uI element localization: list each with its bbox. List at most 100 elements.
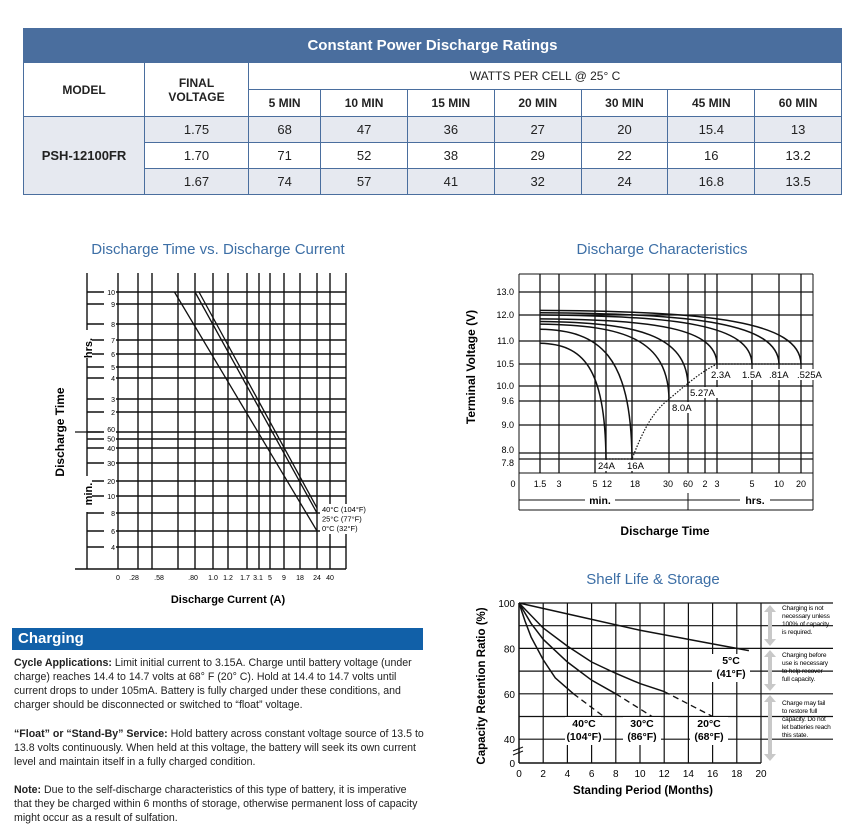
y-tick-label: 7 [111, 338, 115, 345]
discharge-curve [539, 311, 780, 365]
x-tick-label: 40 [326, 575, 334, 582]
x-tick-label: 1.2 [223, 575, 233, 582]
y-unit-hrs: hrs. [83, 338, 95, 358]
x-tick-label: 10 [634, 769, 646, 780]
table-cell: 20 [580, 116, 669, 143]
tick-bg [104, 374, 116, 383]
label-bg [712, 654, 750, 682]
table-cell: 29 [493, 142, 582, 169]
tick-bg [104, 320, 116, 329]
col-duration: 15 MIN [407, 89, 495, 117]
curve-label: 1.5A [742, 370, 762, 381]
table-cell: 13.2 [754, 142, 842, 169]
label-bg [768, 369, 793, 380]
retention-curve-dashed [615, 693, 653, 718]
discharge-curve [539, 314, 753, 365]
y-tick-label: 8.0 [501, 445, 514, 455]
x-axis-label: Discharge Current (A) [171, 594, 286, 606]
table-cell: 13 [754, 116, 842, 143]
curve-label: 5.27A [690, 388, 715, 399]
y-tick-label: 20 [107, 479, 115, 486]
table-cell: 74 [247, 168, 322, 195]
x-tick-label: .58 [154, 575, 164, 582]
y-tick-label: 9 [111, 302, 115, 309]
retention-curve [518, 602, 574, 695]
y-tick-label: 6 [111, 529, 115, 536]
float-service-text: “Float” or “Stand-By” Service: Hold batt… [14, 728, 424, 768]
x-tick-label: .28 [129, 575, 139, 582]
x-axis-label: Discharge Time [620, 524, 709, 538]
chart1-title: Discharge Time vs. Discharge Current [91, 241, 345, 258]
label-bg [796, 369, 827, 380]
x-tick-label: 1.7 [240, 575, 250, 582]
x-tick-label: 5 [592, 479, 597, 489]
table-cell: 1.75 [144, 116, 249, 143]
col-model: MODEL [23, 62, 145, 117]
col-duration: 60 MIN [754, 89, 842, 117]
constant-power-discharge-table: Constant Power Discharge Ratings MODEL F… [23, 28, 842, 195]
y-tick-label: 10 [107, 290, 115, 297]
tick-bg [104, 527, 116, 536]
y-tick-label: 4 [111, 545, 115, 552]
x-tick-label: 30 [663, 479, 673, 489]
y-tick-label: 8 [111, 322, 115, 329]
tick-bg [104, 288, 116, 297]
table-cell: 47 [320, 116, 408, 143]
col-duration: 10 MIN [320, 89, 408, 117]
table-cell: 52 [320, 142, 408, 169]
axis-gap [82, 330, 92, 358]
x-tick-label: 10 [774, 479, 784, 489]
double-arrow-icon [764, 695, 776, 761]
tick-bg [104, 434, 116, 444]
tick-bg [104, 300, 116, 309]
y-tick-label: 100 [498, 599, 515, 610]
label-bg [741, 369, 766, 380]
x-tick-label: .80 [188, 575, 198, 582]
shelf-life-chart: 0 2 4 6 8 10 12 14 16 18 20 100 80 60 40 0 Standing Peri… [476, 599, 833, 797]
y-tick-label: 9.6 [501, 396, 514, 406]
discharge-curve [539, 323, 670, 400]
discharge-time-vs-current-chart: hrs.min.Discharge Time109876543260504030… [53, 273, 370, 606]
retention-curve [518, 602, 665, 693]
col-duration: 30 MIN [580, 89, 669, 117]
y-tick-label: 2 [111, 410, 115, 417]
curve-label: .525A [797, 370, 822, 381]
curve-label-f: (68°F) [694, 731, 723, 743]
table-cell: 16 [667, 142, 756, 169]
y-tick-label: 30 [107, 461, 115, 468]
y-axis-label: Discharge Time [53, 387, 67, 476]
series-label: 40°C (104°F) [322, 505, 366, 514]
y-tick-label: 11.0 [497, 336, 514, 346]
double-arrow-icon [764, 650, 776, 691]
tick-bg [104, 408, 116, 417]
label-bg [690, 717, 728, 745]
storage-note: Charging is not necessary unless 100% of c… [782, 605, 831, 636]
col-duration: 20 MIN [493, 89, 582, 117]
model-cell: PSH-12100FR [23, 116, 145, 195]
label-bg [320, 504, 370, 534]
curve-label: 30°C [630, 718, 654, 730]
storage-note: Charge may fail to restore full capacity. … [782, 700, 831, 739]
tick-bg [104, 336, 116, 345]
retention-curve-dashed [663, 690, 713, 718]
y-axis-label: Capacity Retention Ratio (%) [476, 607, 488, 764]
curve-label-f: (86°F) [627, 731, 656, 743]
tick-bg [104, 444, 116, 453]
x-tick-label: 12 [602, 479, 612, 489]
x-tick-label: 0 [516, 769, 522, 780]
discharge-curve [539, 309, 802, 365]
chart2-title: Discharge Characteristics [576, 241, 748, 258]
y-tick-label: 10.0 [496, 381, 514, 391]
series-label: 0°C (32°F) [322, 524, 358, 533]
x-tick-label: 16 [707, 769, 719, 780]
x-tick-label: 1.5 [534, 479, 547, 489]
end-voltage-dotted-line [606, 363, 801, 460]
tick-bg [104, 363, 116, 372]
tick-bg [104, 477, 116, 486]
y-tick-label: 60 [107, 427, 115, 434]
y-tick-label: 8 [111, 511, 115, 518]
charging-heading: Charging [12, 628, 423, 650]
x-tick-label: 3 [556, 479, 561, 489]
y-tick-label: 5 [111, 365, 115, 372]
tick-bg [104, 459, 116, 468]
